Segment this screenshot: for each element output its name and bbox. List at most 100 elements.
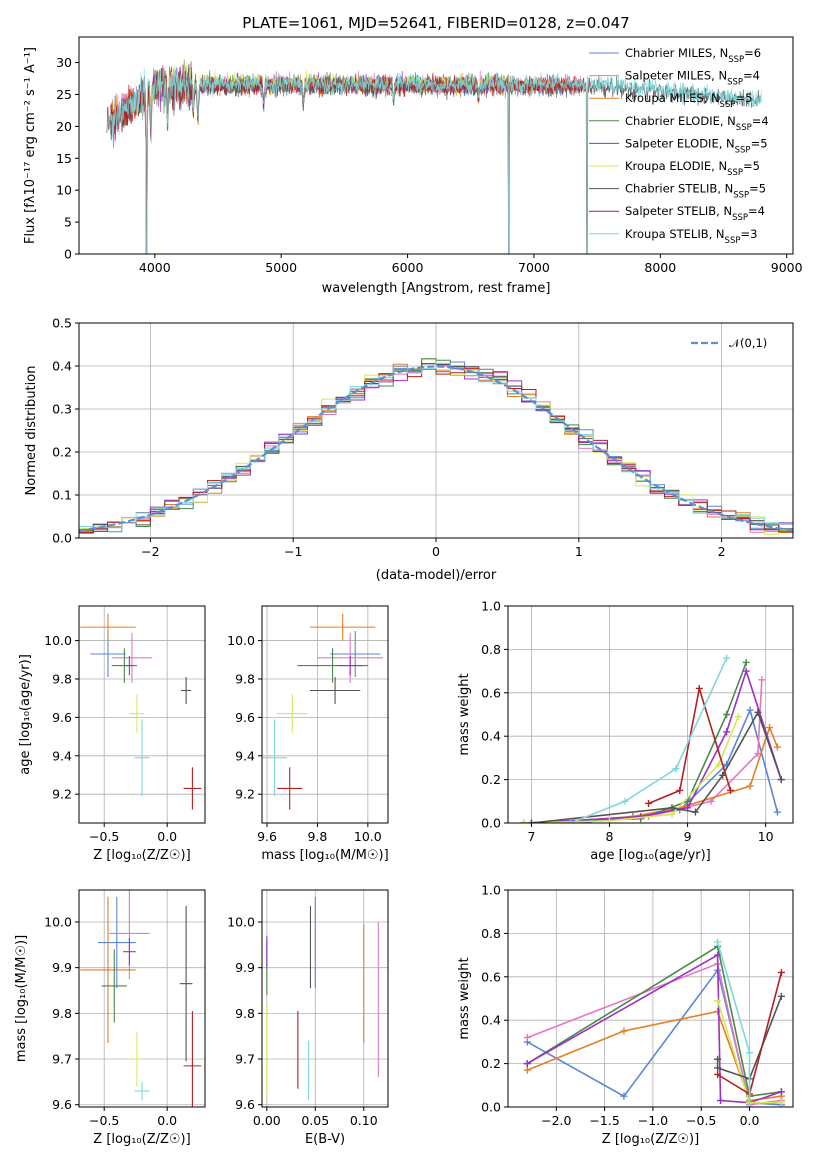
y-tick-label: 9.6: [235, 1097, 255, 1112]
errorbar-salpeter-elodie: [337, 655, 363, 676]
weight-vs-Z-plot-area: [523, 938, 785, 1107]
x-tick-label: 7: [527, 829, 535, 844]
weight-point: [606, 817, 614, 823]
x-tick-label: −0.5: [89, 829, 119, 844]
errorbar-salpeter-stelib: [183, 1011, 202, 1107]
x-tick-label: −2.0: [541, 1113, 571, 1128]
errorbar-chabrier-miles: [330, 630, 381, 678]
weight-series-kroupa-stelib: [714, 938, 754, 1107]
x-axis-label: Z [log₁₀(Z/Z☉)]: [93, 1132, 190, 1147]
y-tick-label: 0.6: [481, 685, 501, 700]
age-vs-Z-frame: [78, 605, 206, 824]
errorbar-salpeter-miles: [111, 632, 153, 683]
y-tick-label: 20: [56, 119, 72, 134]
y-tick-label: 0.2: [481, 1056, 501, 1071]
weight-series-kroupa-elodie: [520, 713, 742, 823]
weight-vs-Z-frame: [507, 889, 794, 1108]
x-tick-label: −1: [284, 544, 302, 559]
x-axis-label: wavelength [Angstrom, rest frame]: [322, 281, 551, 296]
y-tick-label: 9.9: [235, 960, 255, 975]
x-tick-label: 0.05: [301, 1113, 329, 1128]
residuals-axes: −2 −1 0 1 2 0.0 0.1 0.2 0.3 0.4 0.5 (data-model)/er…: [24, 316, 794, 583]
age-vs-mass-axes: 9.6 9.8 10.0 9.2 9.4 9.6 9.8 10.0 mass [log₁₀(M/…: [227, 605, 389, 863]
y-tick-label: 0.2: [481, 772, 501, 787]
y-tick-label: 10.0: [227, 633, 255, 648]
weight-point: [672, 765, 680, 773]
y-tick-label: 0.0: [52, 531, 72, 546]
x-tick-label: 9000: [771, 260, 803, 275]
errorbar-chabrier-stelib: [309, 677, 361, 704]
y-tick-label: 10.0: [44, 914, 72, 929]
y-tick-label: 0.4: [481, 1013, 501, 1028]
y-tick-label: 0: [64, 247, 72, 262]
y-axis-label: Normed distribution: [24, 366, 39, 496]
x-tick-label: 9.6: [257, 829, 277, 844]
weight-point: [777, 1088, 785, 1096]
y-axis-label: mass weight: [457, 957, 472, 1039]
y-tick-label: 0.4: [481, 729, 501, 744]
x-tick-label: 0.0: [157, 829, 177, 844]
x-tick-label: −2: [141, 544, 159, 559]
y-tick-label: 9.8: [52, 1006, 72, 1021]
errorbar-kroupa-elodie: [277, 694, 308, 733]
errorbar-kroupa-stelib: [134, 719, 150, 797]
x-tick-label: 0: [432, 544, 440, 559]
x-tick-label: 8000: [644, 260, 676, 275]
weight-point: [742, 658, 750, 666]
legend-entry-salpeter-miles: Salpeter MILES, NSSP=4: [625, 69, 760, 88]
weight-point: [742, 667, 750, 675]
weight-series-kroupa-stelib: [566, 654, 731, 823]
weight-point: [566, 819, 574, 823]
age-vs-Z-axes: −0.5 0.0 9.2 9.4 9.6 9.8 10.0 Z [log₁₀(Z/Z☉)] ag…: [18, 605, 206, 863]
errorbar-salpeter-elodie: [125, 655, 134, 676]
weight-point: [723, 728, 731, 736]
y-tick-label: 5: [64, 215, 72, 230]
x-tick-label: −1.5: [589, 1113, 619, 1128]
y-tick-label: 30: [56, 55, 72, 70]
y-axis-label: mass weight: [457, 673, 472, 755]
weight-point: [773, 743, 781, 751]
weight-vs-Z-axes: −2.0 −1.5 −1.0 −0.5 0.0 0.0 0.2 0.4 0.6 0.8 1.0 Z […: [457, 883, 794, 1147]
x-tick-label: 0.10: [350, 1113, 378, 1128]
errorbar-chabrier-miles: [97, 896, 136, 989]
weight-point: [723, 654, 731, 662]
age-vs-mass-plot-area: [262, 613, 383, 810]
spectrum-legend: Chabrier MILES, NSSP=6 Salpeter MILES, NS…: [589, 46, 769, 246]
errorbar-kroupa-elodie: [129, 1031, 145, 1087]
y-tick-label: 0.8: [481, 642, 501, 657]
x-tick-label: 1: [575, 544, 583, 559]
weight-series-chabrier-elodie: [523, 942, 785, 1100]
weight-vs-age-frame: [507, 605, 794, 824]
weight-point: [637, 812, 645, 820]
y-tick-label: 9.4: [235, 748, 255, 763]
weight-series-salpeter-elodie: [523, 951, 785, 1107]
errorbar-kroupa-miles: [309, 613, 376, 641]
y-tick-label: 9.8: [235, 671, 255, 686]
y-tick-label: 15: [56, 151, 72, 166]
y-tick-label: 9.7: [52, 1052, 72, 1067]
x-tick-label: 2: [718, 544, 726, 559]
legend-entry-chabrier-elodie: Chabrier ELODIE, NSSP=4: [625, 114, 769, 133]
x-tick-label: 0.00: [253, 1113, 281, 1128]
age-vs-Z-plot-area: [80, 613, 202, 810]
x-tick-label: −1.0: [638, 1113, 668, 1128]
legend-entry-chabrier-stelib: Chabrier STELIB, NSSP=5: [625, 182, 766, 201]
weight-point: [527, 819, 535, 823]
y-tick-label: 1.0: [481, 599, 501, 614]
weight-point: [766, 724, 774, 732]
weight-vs-age-axes: 7 8 9 10 0.0 0.2 0.4 0.6 0.8 1.0 age [log₁₀(age/yr…: [457, 599, 794, 863]
weight-point: [714, 1055, 722, 1063]
errorbar-kroupa-stelib: [134, 1081, 150, 1101]
mass-vs-Z-plot-area: [80, 890, 202, 1107]
y-tick-label: 9.2: [52, 787, 72, 802]
weight-point: [714, 997, 722, 1005]
weight-point: [777, 776, 785, 784]
x-tick-label: 0.0: [157, 1113, 177, 1128]
y-tick-label: 10: [56, 183, 72, 198]
x-tick-label: −0.5: [686, 1113, 716, 1128]
weight-point: [723, 711, 731, 718]
age-vs-mass-frame: [261, 605, 389, 824]
weight-point: [714, 1008, 722, 1016]
x-axis-label: age [log₁₀(age/yr)]: [590, 848, 711, 863]
y-tick-label: 25: [56, 87, 72, 102]
